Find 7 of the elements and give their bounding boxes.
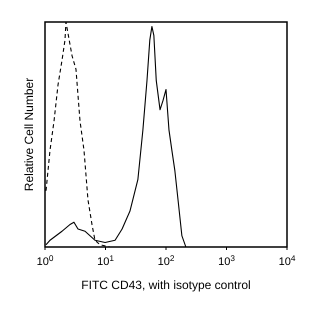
y-axis-title: Relative Cell Number xyxy=(22,78,36,192)
x-tick-label: 10$^{0}$ xyxy=(36,254,54,268)
x-tick-label: 10$^{3}$ xyxy=(218,254,236,268)
x-tick-label: 10$^{1}$ xyxy=(97,254,114,268)
x-axis-title: FITC CD43, with isotype control xyxy=(81,278,251,292)
x-tick-label: 10$^{4}$ xyxy=(278,254,296,268)
x-tick-label: 10$^{2}$ xyxy=(158,254,175,268)
